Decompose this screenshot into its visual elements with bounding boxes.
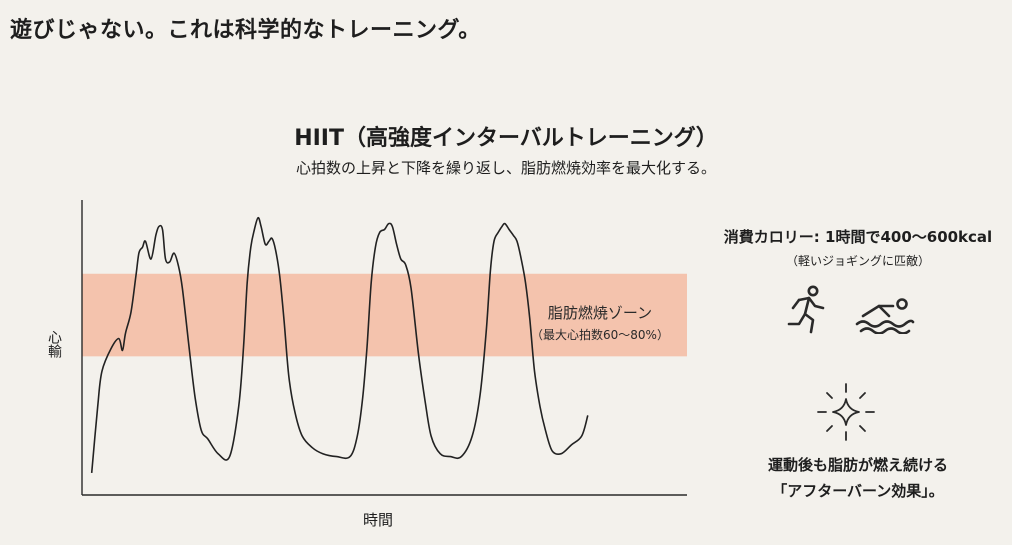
afterburn-line-1: 運動後も脂肪が燃え続ける [767,456,948,474]
y-axis-label: 心輸 [46,330,62,358]
swimming-icon [855,298,915,334]
calories-text: 消費カロリー: 1時間で400〜600kcal [723,228,993,246]
x-axis-label: 時間 [363,511,394,529]
zone-label-title: 脂肪燃焼ゾーン [547,304,653,322]
sparkle-icon [817,383,875,441]
chart-title: HIIT（高強度インターバルトレーニング） [294,126,718,151]
heart-rate-line [90,216,589,473]
zone-label: 脂肪燃焼ゾーン （最大心拍数60〜80%） [520,302,680,343]
chart-subtitle: 心拍数の上昇と下降を繰り返し、脂肪燃焼効率を最大化する。 [295,159,716,177]
zone-label-sub: （最大心拍数60〜80%） [531,328,669,342]
calories-note: （軽いジョギングに匹敵） [785,254,930,268]
calories-block: 消費カロリー: 1時間で400〜600kcal （軽いジョギングに匹敵） [708,226,1008,269]
headline: 遊びじゃない。これは科学的なトレーニング。 [10,18,481,43]
afterburn-line-2: 「アフターバーン効果」。 [772,482,944,500]
afterburn-block: 運動後も脂肪が燃え続ける 「アフターバーン効果」。 [708,452,1008,504]
running-icon [787,285,825,334]
